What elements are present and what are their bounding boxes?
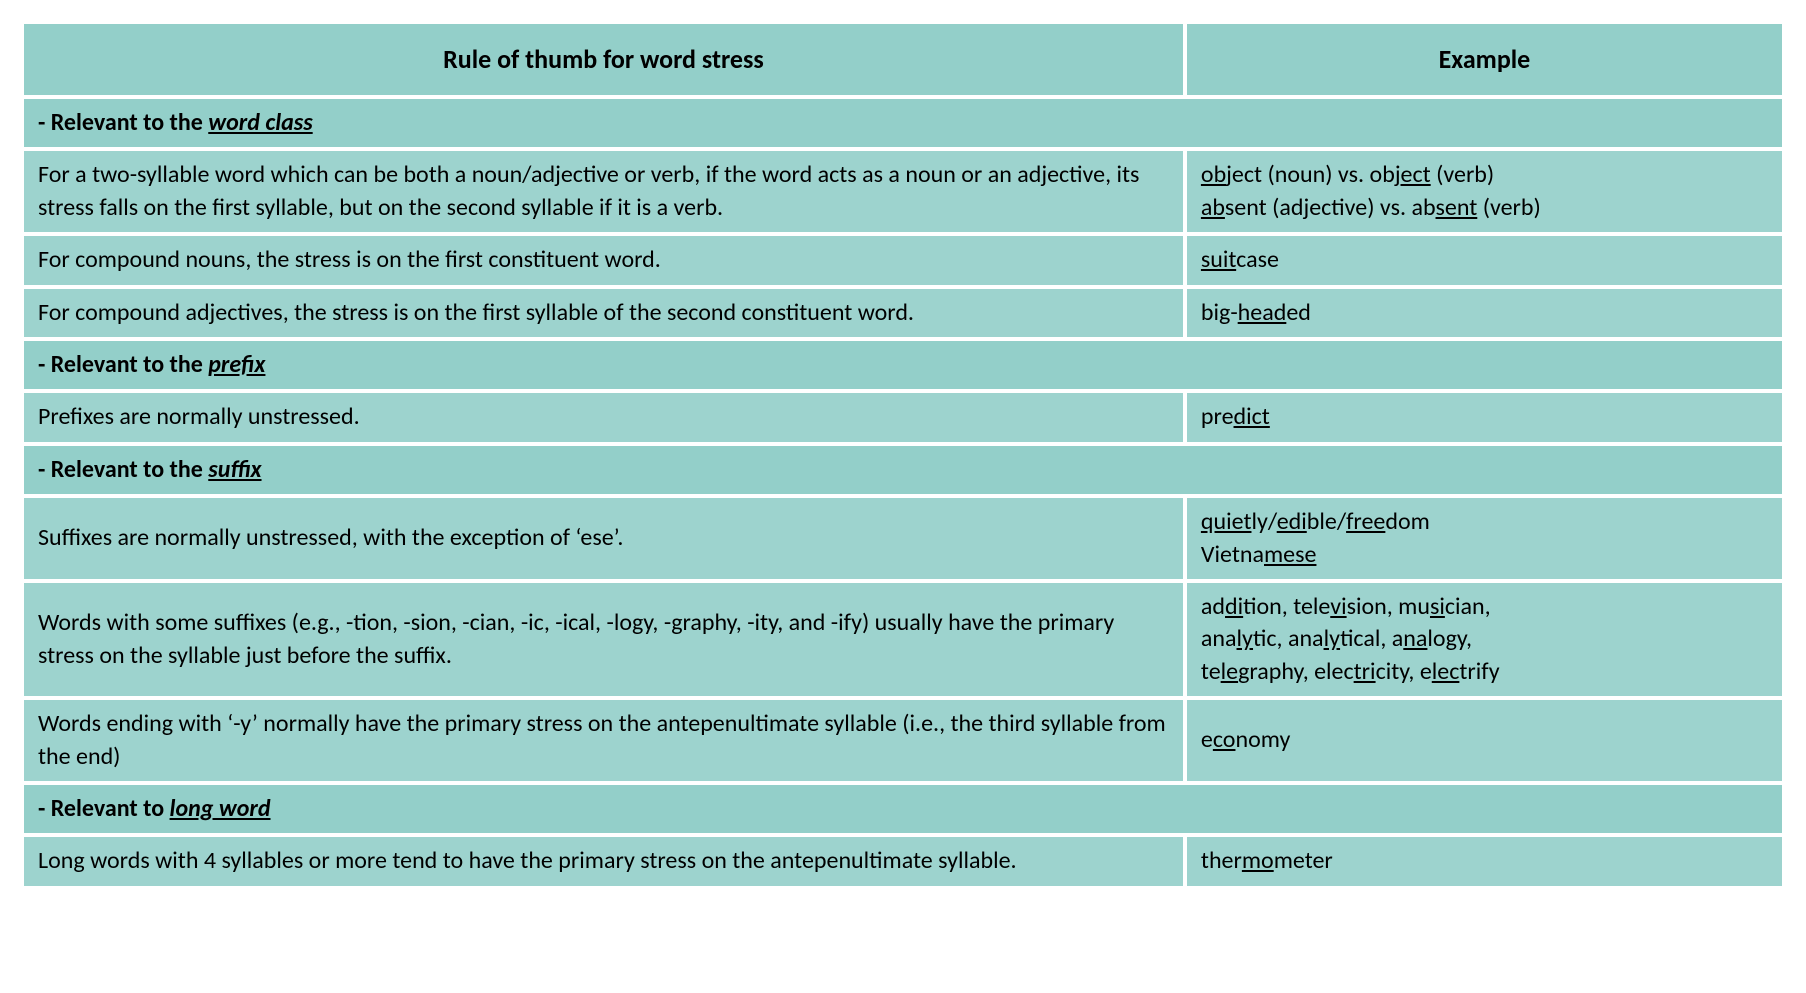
example-cell: addition, television, musician,analytic,… [1185,581,1784,698]
example-cell: predict [1185,391,1784,443]
section-header-row: - Relevant to the prefix [22,339,1784,391]
example-cell: thermometer [1185,835,1784,887]
section-title: - Relevant to the word class [22,97,1784,149]
table-row: Prefixes are normally unstressed.predict [22,391,1784,443]
table-row: Suffixes are normally unstressed, with t… [22,496,1784,581]
header-rule: Rule of thumb for word stress [22,22,1185,97]
table-row: Words ending with ‘-y’ normally have the… [22,698,1784,783]
word-stress-table: Rule of thumb for word stress Example - … [20,20,1786,890]
section-header-row: - Relevant to the suffix [22,444,1784,496]
section-title: - Relevant to the prefix [22,339,1784,391]
rule-cell: For compound nouns, the stress is on the… [22,234,1185,286]
example-cell: object (noun) vs. object (verb)absent (a… [1185,149,1784,234]
rule-cell: Suffixes are normally unstressed, with t… [22,496,1185,581]
rule-cell: Words with some suffixes (e.g., -tion, -… [22,581,1185,698]
rule-cell: Long words with 4 syllables or more tend… [22,835,1185,887]
section-header-row: - Relevant to long word [22,783,1784,835]
table-row: For a two-syllable word which can be bot… [22,149,1784,234]
example-cell: suitcase [1185,234,1784,286]
rule-cell: For compound adjectives, the stress is o… [22,287,1185,339]
example-cell: big-headed [1185,287,1784,339]
section-title: - Relevant to the suffix [22,444,1784,496]
table-row: Words with some suffixes (e.g., -tion, -… [22,581,1784,698]
example-cell: economy [1185,698,1784,783]
rule-cell: For a two-syllable word which can be bot… [22,149,1185,234]
header-example: Example [1185,22,1784,97]
example-cell: quietly/edible/freedomVietnamese [1185,496,1784,581]
rule-cell: Words ending with ‘-y’ normally have the… [22,698,1185,783]
table-row: For compound nouns, the stress is on the… [22,234,1784,286]
table-row: Long words with 4 syllables or more tend… [22,835,1784,887]
section-header-row: - Relevant to the word class [22,97,1784,149]
section-title: - Relevant to long word [22,783,1784,835]
table-row: For compound adjectives, the stress is o… [22,287,1784,339]
table-header-row: Rule of thumb for word stress Example [22,22,1784,97]
rule-cell: Prefixes are normally unstressed. [22,391,1185,443]
